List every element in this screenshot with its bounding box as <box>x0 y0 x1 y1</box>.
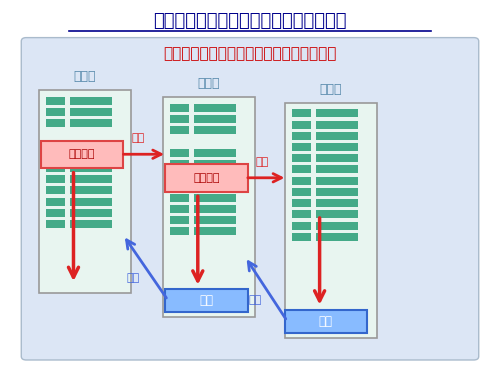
Bar <box>170 149 189 157</box>
Bar <box>170 227 189 235</box>
Bar <box>46 142 64 150</box>
Bar <box>292 177 311 185</box>
Bar <box>70 97 112 105</box>
Bar <box>70 153 112 161</box>
FancyBboxPatch shape <box>38 90 130 293</box>
Bar <box>170 182 189 191</box>
Text: 関数（メソッド）の呼び出しのイメージ: 関数（メソッド）の呼び出しのイメージ <box>153 12 347 30</box>
FancyBboxPatch shape <box>41 141 123 168</box>
Bar <box>70 220 112 228</box>
Bar <box>316 210 358 218</box>
Bar <box>316 110 358 117</box>
Bar <box>292 210 311 218</box>
Bar <box>292 188 311 196</box>
Bar <box>46 198 64 206</box>
Bar <box>316 143 358 151</box>
Bar <box>70 142 112 150</box>
Bar <box>170 115 189 123</box>
Bar <box>194 205 236 213</box>
Bar <box>316 188 358 196</box>
Text: 終了: 終了 <box>200 294 213 307</box>
FancyBboxPatch shape <box>166 164 248 192</box>
Bar <box>316 177 358 185</box>
Bar <box>70 175 112 183</box>
Text: 関数Ｂ: 関数Ｂ <box>198 77 220 90</box>
Bar <box>170 216 189 224</box>
Bar <box>292 233 311 241</box>
Bar <box>70 108 112 116</box>
Bar <box>316 222 358 230</box>
Bar <box>194 126 236 134</box>
Bar <box>46 153 64 161</box>
Bar <box>292 143 311 151</box>
Bar <box>70 164 112 172</box>
FancyBboxPatch shape <box>285 103 377 338</box>
FancyBboxPatch shape <box>166 289 248 312</box>
Bar <box>292 120 311 128</box>
Bar <box>194 227 236 235</box>
Text: 関数の中から関数を何階層にも呼び出せる: 関数の中から関数を何階層にも呼び出せる <box>164 46 336 61</box>
Bar <box>194 171 236 179</box>
Bar <box>46 119 64 127</box>
Bar <box>46 164 64 172</box>
FancyBboxPatch shape <box>163 97 255 316</box>
Text: 関数Ａ: 関数Ａ <box>74 70 96 83</box>
Bar <box>46 220 64 228</box>
Bar <box>46 209 64 217</box>
Bar <box>194 216 236 224</box>
Bar <box>194 194 236 202</box>
Bar <box>170 194 189 202</box>
FancyBboxPatch shape <box>285 310 367 333</box>
Bar <box>316 120 358 128</box>
Bar <box>170 160 189 168</box>
Text: 呼出: 呼出 <box>256 157 269 167</box>
Bar <box>170 205 189 213</box>
Bar <box>194 149 236 157</box>
Bar <box>70 119 112 127</box>
Bar <box>194 115 236 123</box>
Bar <box>46 108 64 116</box>
Bar <box>316 154 358 162</box>
Bar <box>70 198 112 206</box>
Bar <box>316 199 358 207</box>
Text: 終了: 終了 <box>319 315 333 328</box>
Text: 戻る: 戻る <box>248 295 262 305</box>
Bar <box>170 126 189 134</box>
Bar <box>170 104 189 112</box>
Text: 呼出: 呼出 <box>132 133 145 143</box>
Bar <box>292 110 311 117</box>
Bar <box>292 165 311 173</box>
Bar <box>194 104 236 112</box>
Text: 関数Ｃ: 関数Ｃ <box>320 82 342 96</box>
Bar <box>316 132 358 140</box>
Bar <box>292 132 311 140</box>
Bar <box>70 187 112 195</box>
Bar <box>46 175 64 183</box>
Bar <box>194 160 236 168</box>
Bar <box>292 154 311 162</box>
Text: 戻る: 戻る <box>126 273 140 284</box>
Bar <box>194 182 236 191</box>
Text: 呼出命令: 呼出命令 <box>69 149 96 160</box>
Bar <box>292 222 311 230</box>
Text: 呼出命令: 呼出命令 <box>193 173 220 183</box>
Bar <box>46 187 64 195</box>
Bar <box>46 97 64 105</box>
FancyBboxPatch shape <box>22 38 478 360</box>
Bar <box>70 209 112 217</box>
Bar <box>316 233 358 241</box>
Bar <box>292 199 311 207</box>
Bar <box>170 171 189 179</box>
Bar <box>316 165 358 173</box>
